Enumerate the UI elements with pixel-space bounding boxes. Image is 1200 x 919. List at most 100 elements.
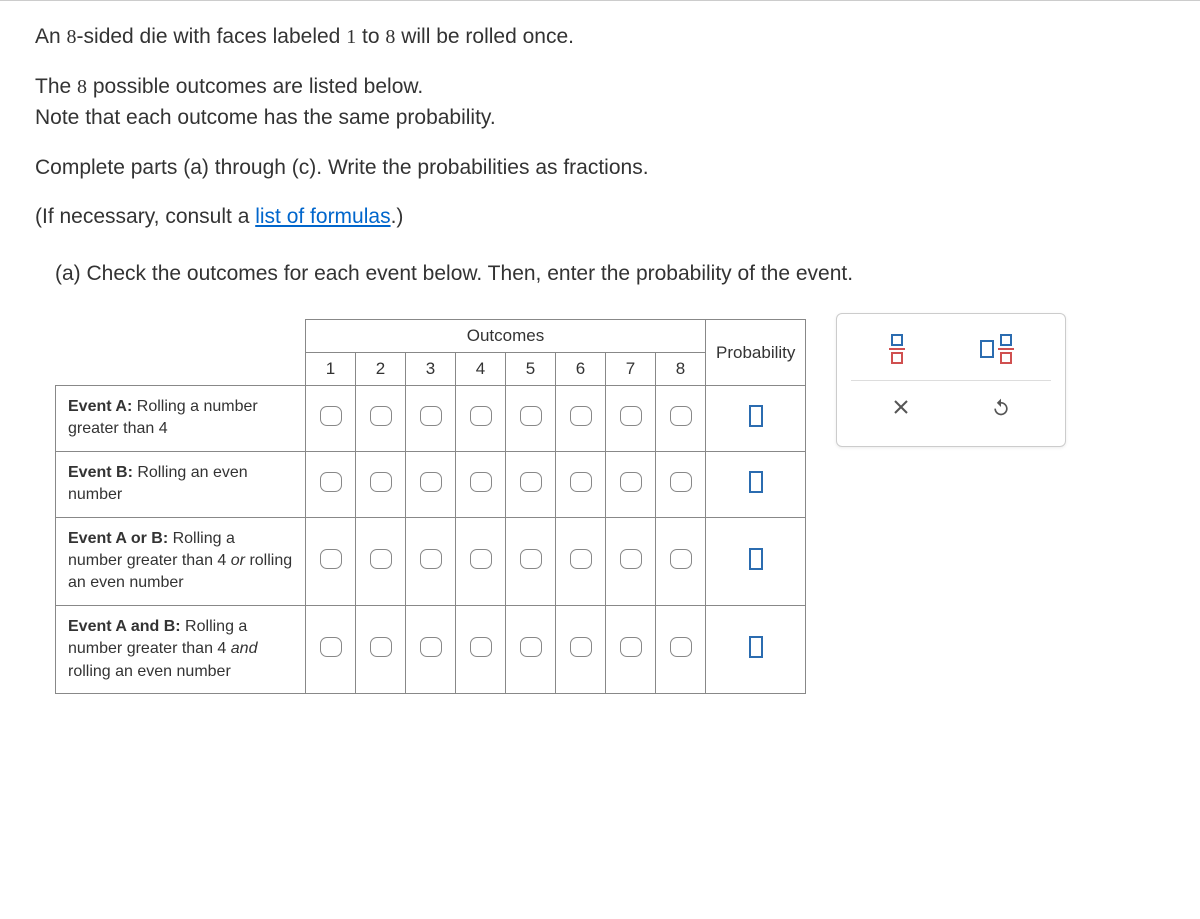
mixed-frac-icon (998, 334, 1014, 364)
prompt-line-2: The 8 possible outcomes are listed below… (35, 71, 1165, 134)
checkbox-b-8[interactable] (670, 472, 692, 492)
spacer (56, 320, 306, 353)
text-bold: Event A: (68, 398, 132, 415)
text-bold: Event B: (68, 464, 133, 481)
text-bold: Event A or B: (68, 530, 168, 547)
checkbox-aorb-3[interactable] (420, 549, 442, 569)
checkbox-aandb-5[interactable] (520, 637, 542, 657)
reset-tool[interactable] (979, 393, 1023, 426)
event-a-and-b-label: Event A and B: Rolling a number greater … (56, 605, 306, 693)
x-icon (892, 398, 910, 416)
fraction-line-icon (998, 348, 1014, 350)
prompt-line-1: An 8-sided die with faces labeled 1 to 8… (35, 21, 1165, 53)
mixed-number-tool[interactable] (972, 330, 1022, 368)
checkbox-b-6[interactable] (570, 472, 592, 492)
tools-row-1 (851, 322, 1051, 376)
outcomes-table: Outcomes Probability 1 2 3 4 5 6 7 8 Ev (55, 319, 806, 694)
probability-input-a[interactable] (749, 405, 763, 427)
fraction-numerator-icon (1000, 334, 1012, 346)
checkbox-aorb-6[interactable] (570, 549, 592, 569)
text: .) (391, 205, 404, 228)
probability-input-b[interactable] (749, 471, 763, 493)
text: -sided die with faces labeled (77, 25, 347, 48)
checkbox-a-1[interactable] (320, 406, 342, 426)
event-b-label: Event B: Rolling an even number (56, 451, 306, 517)
checkbox-a-6[interactable] (570, 406, 592, 426)
checkbox-aandb-7[interactable] (620, 637, 642, 657)
text: Complete parts (a) through (c). Write th… (35, 156, 649, 179)
spacer (56, 353, 306, 386)
checkbox-a-7[interactable] (620, 406, 642, 426)
fraction-denominator-icon (1000, 352, 1012, 364)
col-5: 5 (506, 353, 556, 386)
fraction-denominator-icon (891, 352, 903, 364)
clear-tool[interactable] (880, 394, 922, 426)
checkbox-aandb-2[interactable] (370, 637, 392, 657)
checkbox-aandb-8[interactable] (670, 637, 692, 657)
prompt-line-5: (If necessary, consult a list of formula… (35, 201, 1165, 233)
text: Note that each outcome has the same prob… (35, 106, 496, 129)
checkbox-a-3[interactable] (420, 406, 442, 426)
text: (a) Check the outcomes for each event be… (55, 262, 853, 285)
checkbox-a-4[interactable] (470, 406, 492, 426)
math-tools-panel (836, 313, 1066, 447)
number: 8 (77, 76, 87, 98)
checkbox-b-7[interactable] (620, 472, 642, 492)
checkbox-b-1[interactable] (320, 472, 342, 492)
fraction-tool[interactable] (881, 330, 913, 368)
tools-row-2 (851, 385, 1051, 434)
number: 1 (346, 26, 356, 48)
number: 8 (67, 26, 77, 48)
probability-input-aorb[interactable] (749, 548, 763, 570)
fraction-numerator-icon (891, 334, 903, 346)
event-b-row: Event B: Rolling an even number (56, 451, 806, 517)
header-row-1: Outcomes Probability (56, 320, 806, 353)
checkbox-aandb-6[interactable] (570, 637, 592, 657)
reset-icon (991, 397, 1011, 417)
col-8: 8 (656, 353, 706, 386)
event-a-and-b-row: Event A and B: Rolling a number greater … (56, 605, 806, 693)
checkbox-b-5[interactable] (520, 472, 542, 492)
text-italic: or (231, 552, 245, 569)
part-a-text: (a) Check the outcomes for each event be… (55, 258, 1165, 290)
header-row-2: 1 2 3 4 5 6 7 8 (56, 353, 806, 386)
checkbox-aorb-2[interactable] (370, 549, 392, 569)
event-a-or-b-row: Event A or B: Rolling a number greater t… (56, 517, 806, 605)
checkbox-a-8[interactable] (670, 406, 692, 426)
event-a-row: Event A: Rolling a number greater than 4 (56, 386, 806, 452)
formulas-link[interactable]: list of formulas (255, 205, 390, 228)
text: The (35, 75, 77, 98)
fraction-line-icon (889, 348, 905, 350)
checkbox-aandb-3[interactable] (420, 637, 442, 657)
probability-input-aandb[interactable] (749, 636, 763, 658)
prompt-line-4: Complete parts (a) through (c). Write th… (35, 152, 1165, 184)
text: (If necessary, consult a (35, 205, 255, 228)
event-a-or-b-label: Event A or B: Rolling a number greater t… (56, 517, 306, 605)
checkbox-aandb-1[interactable] (320, 637, 342, 657)
col-1: 1 (306, 353, 356, 386)
checkbox-aandb-4[interactable] (470, 637, 492, 657)
text: to (356, 25, 385, 48)
checkbox-b-3[interactable] (420, 472, 442, 492)
checkbox-aorb-4[interactable] (470, 549, 492, 569)
text: will be rolled once. (395, 25, 574, 48)
mixed-whole-icon (980, 340, 994, 358)
checkbox-aorb-7[interactable] (620, 549, 642, 569)
checkbox-a-5[interactable] (520, 406, 542, 426)
col-7: 7 (606, 353, 656, 386)
col-4: 4 (456, 353, 506, 386)
divider (851, 380, 1051, 381)
text-bold: Event A and B: (68, 618, 181, 635)
col-3: 3 (406, 353, 456, 386)
table-tools-row: Outcomes Probability 1 2 3 4 5 6 7 8 Ev (55, 319, 1165, 694)
checkbox-a-2[interactable] (370, 406, 392, 426)
col-6: 6 (556, 353, 606, 386)
checkbox-aorb-5[interactable] (520, 549, 542, 569)
question-content: An 8-sided die with faces labeled 1 to 8… (0, 0, 1200, 724)
checkbox-aorb-8[interactable] (670, 549, 692, 569)
text-italic: and (231, 640, 258, 657)
checkbox-b-2[interactable] (370, 472, 392, 492)
checkbox-b-4[interactable] (470, 472, 492, 492)
text: An (35, 25, 67, 48)
checkbox-aorb-1[interactable] (320, 549, 342, 569)
